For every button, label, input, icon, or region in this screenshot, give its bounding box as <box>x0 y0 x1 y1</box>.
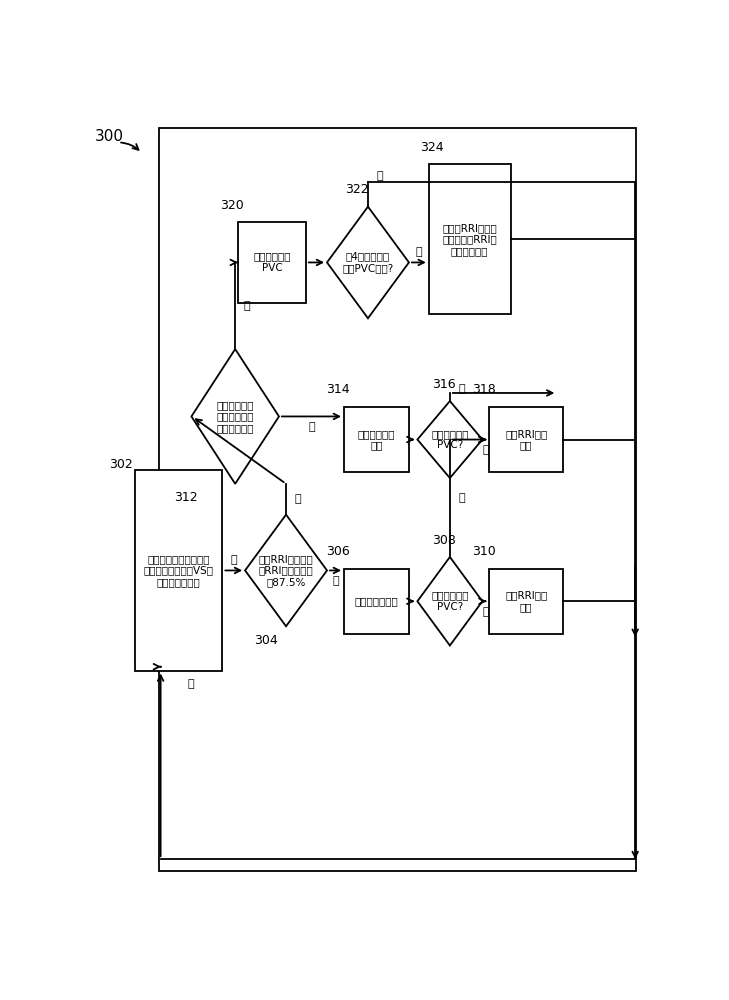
Text: 324: 324 <box>420 141 443 154</box>
Text: 否: 否 <box>483 607 489 617</box>
Text: 将心跳标记为
PVC: 将心跳标记为 PVC <box>253 252 291 273</box>
Text: 312: 312 <box>174 491 198 504</box>
Text: 322: 322 <box>345 183 368 196</box>
Text: 当前RRI＜＝中值
（RRI滚动缓冲）
的87.5%: 当前RRI＜＝中值 （RRI滚动缓冲） 的87.5% <box>259 554 313 587</box>
Text: 更新形态滚动
缓冲: 更新形态滚动 缓冲 <box>358 429 395 450</box>
Bar <box>344 569 409 634</box>
Text: 前一次心跳是
PVC?: 前一次心跳是 PVC? <box>431 590 469 612</box>
Text: 否: 否 <box>376 171 383 181</box>
Text: 更新RRI滚动
缓冲: 更新RRI滚动 缓冲 <box>505 590 547 612</box>
Text: 320: 320 <box>220 199 244 212</box>
Text: 更新RRI滚动
缓冲: 更新RRI滚动 缓冲 <box>505 429 547 450</box>
Text: 否: 否 <box>483 445 489 455</box>
Bar <box>159 128 636 871</box>
Text: 有4次或更多次
连续PVC心跳?: 有4次或更多次 连续PVC心跳? <box>343 252 394 273</box>
Text: 是: 是 <box>243 301 250 311</box>
Bar <box>344 407 409 472</box>
Text: 是: 是 <box>459 384 465 394</box>
Text: 否: 否 <box>187 679 194 689</box>
Text: 318: 318 <box>472 383 496 396</box>
Polygon shape <box>192 349 279 484</box>
Polygon shape <box>418 557 483 646</box>
Text: 否: 否 <box>308 422 315 432</box>
Text: 当前形态不同
于中值（形态
滚动缓冲）？: 当前形态不同 于中值（形态 滚动缓冲）？ <box>217 400 254 433</box>
Bar <box>135 470 222 671</box>
Text: 是: 是 <box>459 493 465 503</box>
Text: 是: 是 <box>230 555 237 565</box>
Text: 308: 308 <box>432 534 456 547</box>
Text: 310: 310 <box>472 545 496 558</box>
Text: 新形态滚动缓冲: 新形态滚动缓冲 <box>354 596 398 606</box>
Bar <box>489 569 563 634</box>
Text: 304: 304 <box>254 634 278 647</box>
Polygon shape <box>327 207 409 318</box>
Text: 302: 302 <box>109 458 133 471</box>
Polygon shape <box>418 401 483 478</box>
Text: 300: 300 <box>95 129 124 144</box>
Text: 当前心跳处于噪声反转
或噪声恢复，或有VS标
记的噪声饱和？: 当前心跳处于噪声反转 或噪声恢复，或有VS标 记的噪声饱和？ <box>144 554 214 587</box>
Text: 前一次心跳是
PVC?: 前一次心跳是 PVC? <box>431 429 469 450</box>
Text: 314: 314 <box>327 383 350 396</box>
Text: 316: 316 <box>432 378 456 391</box>
Text: 306: 306 <box>327 545 350 558</box>
Bar <box>429 164 510 314</box>
Text: 是: 是 <box>416 247 422 257</box>
Bar <box>489 407 563 472</box>
Polygon shape <box>245 515 327 626</box>
Bar <box>238 222 306 303</box>
Text: 否: 否 <box>332 576 339 586</box>
Text: 用当前RRI和当前
形态来更新RRI和
形态滚动缓冲: 用当前RRI和当前 形态来更新RRI和 形态滚动缓冲 <box>443 223 497 256</box>
Text: 是: 是 <box>295 494 301 504</box>
